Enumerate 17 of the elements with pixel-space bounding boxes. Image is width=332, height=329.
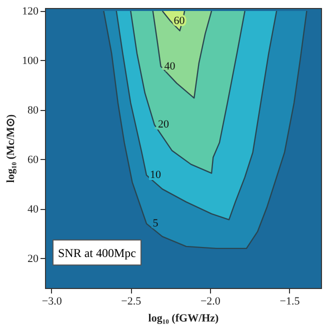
y-tick-label: 40 — [28, 203, 39, 216]
x-tick-label: −1.5 — [280, 296, 300, 308]
x-tick-label: −2.5 — [121, 296, 142, 308]
y-tick-label: 100 — [22, 54, 39, 67]
y-tick-label: 80 — [28, 104, 39, 116]
y-tick-label: 120 — [22, 5, 39, 18]
annotation: SNR at 400Mpc — [58, 246, 136, 260]
y-axis-title: log₁₀ (Mc/M⊙) — [5, 114, 17, 183]
x-axis-title: log₁₀ (fGW/Hz) — [148, 312, 220, 324]
y-tick-label: 20 — [28, 252, 39, 265]
series-label: 5 — [152, 218, 159, 230]
x-tick-label: −3.0 — [42, 296, 62, 308]
series-label: 40 — [164, 60, 176, 72]
y-tick-label: 60 — [28, 154, 39, 166]
series-label: 10 — [150, 169, 162, 182]
x-tick-label: −2.0 — [200, 296, 221, 308]
series-label: 20 — [158, 118, 170, 131]
